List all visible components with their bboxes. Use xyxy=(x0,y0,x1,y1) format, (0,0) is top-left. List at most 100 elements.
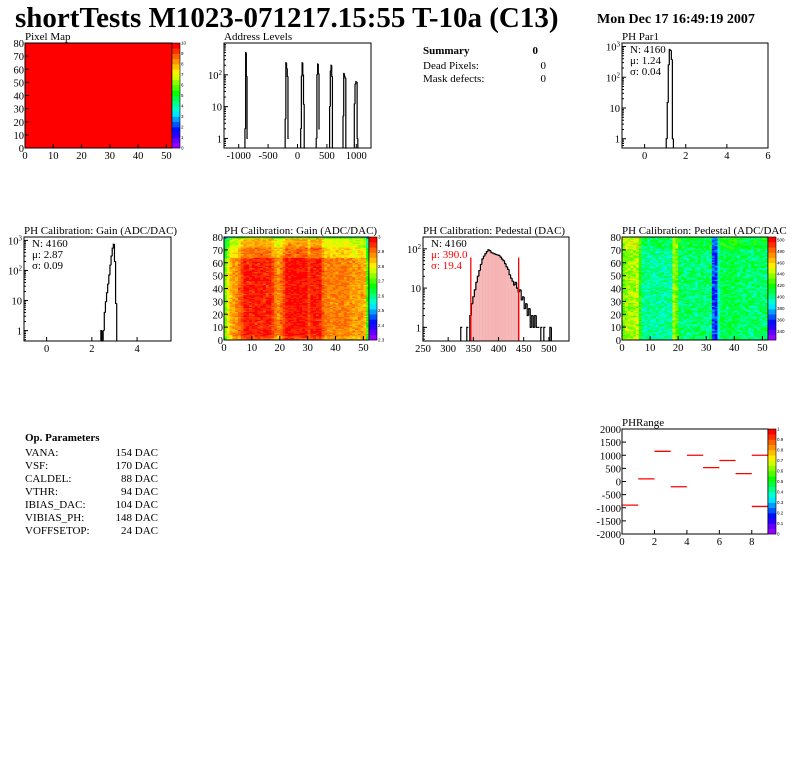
x-tick-label: 2 xyxy=(89,344,94,355)
heatmap-cell xyxy=(235,246,239,248)
heatmap-cell xyxy=(240,296,244,298)
heatmap-cell xyxy=(318,324,322,327)
heatmap-cell xyxy=(624,310,628,312)
heatmap-cell xyxy=(229,329,233,332)
heatmap-cell xyxy=(341,336,345,338)
heatmap-cell xyxy=(341,329,345,332)
heatmap-cell xyxy=(243,318,247,320)
heatmap-cell xyxy=(260,302,264,305)
heatmap-cell xyxy=(243,237,247,239)
heatmap-cell xyxy=(363,318,367,320)
heatmap-cell xyxy=(279,249,283,252)
heatmap-cell xyxy=(279,332,283,334)
heatmap-cell xyxy=(243,307,247,310)
heatmap-cell xyxy=(243,323,247,325)
heatmap-cell xyxy=(624,267,628,270)
heatmap-cell xyxy=(352,329,356,332)
heatmap-cell xyxy=(249,280,253,283)
heatmap-cell xyxy=(324,271,328,274)
heatmap-cell xyxy=(254,267,258,270)
heatmap-cell xyxy=(341,260,345,262)
heatmap-cell xyxy=(263,237,267,239)
heatmap-cell xyxy=(327,334,331,337)
heatmap-cell xyxy=(338,328,342,330)
heatmap-cell xyxy=(360,302,364,305)
heatmap-cell xyxy=(276,282,281,284)
heatmap-cell xyxy=(224,291,228,293)
heatmap-cell xyxy=(366,319,370,321)
heatmap-cell xyxy=(268,242,272,244)
histogram-bin xyxy=(506,266,510,270)
heatmap-cell xyxy=(307,278,311,280)
heatmap-cell xyxy=(251,287,255,289)
heatmap-cell xyxy=(285,255,289,257)
heatmap-cell xyxy=(316,296,320,298)
heatmap-cell xyxy=(288,293,292,296)
heatmap-cell xyxy=(279,284,283,287)
heatmap-cell xyxy=(232,306,236,309)
heatmap-cell xyxy=(226,332,230,334)
heatmap-cell xyxy=(313,269,317,271)
heatmap-cell xyxy=(271,280,275,283)
heatmap-cell xyxy=(251,306,255,309)
y-tick-label: 102 xyxy=(407,243,422,256)
heatmap-cell xyxy=(279,325,283,328)
heatmap-cell xyxy=(630,309,634,311)
heatmap-cell xyxy=(226,292,230,294)
heatmap-cell xyxy=(349,258,353,261)
heatmap-cell xyxy=(276,240,281,243)
heatmap-cell xyxy=(352,253,356,256)
heatmap-cell xyxy=(343,260,347,262)
heatmap-cell xyxy=(235,324,239,327)
heatmap-cell xyxy=(352,275,356,278)
heatmap-cell xyxy=(304,240,308,243)
heatmap-cell xyxy=(249,323,253,325)
op-parameters-panel: Op. Parameters VANA: 154 DAC VSF: 170 DA… xyxy=(25,432,158,537)
heatmap-cell xyxy=(355,320,359,323)
heatmap-cell xyxy=(296,283,300,285)
heatmap-cell xyxy=(260,271,264,274)
heatmap-cell xyxy=(268,240,272,243)
heatmap-cell xyxy=(327,293,331,296)
heatmap-cell xyxy=(304,307,308,310)
heatmap-cell xyxy=(282,312,286,315)
heatmap-cell xyxy=(313,296,317,298)
heatmap-cell xyxy=(327,305,331,307)
heatmap-cell xyxy=(355,276,359,279)
heatmap-cell xyxy=(318,315,322,318)
heatmap-cell xyxy=(268,329,272,332)
heatmap-cell xyxy=(243,316,247,319)
heatmap-cell xyxy=(355,306,359,309)
heatmap-cell xyxy=(235,291,239,293)
heatmap-cell xyxy=(349,316,353,319)
heatmap-cell xyxy=(349,262,353,265)
heatmap-cell xyxy=(235,282,239,284)
heatmap-cell xyxy=(310,305,314,307)
heatmap-cell xyxy=(254,311,258,314)
heatmap-cell xyxy=(226,262,230,265)
heatmap-cell xyxy=(627,262,631,265)
heatmap-cell xyxy=(288,258,292,261)
heatmap-cell xyxy=(332,300,336,302)
heatmap-cell xyxy=(229,240,233,243)
histogram-bin xyxy=(111,247,114,257)
heatmap-cell xyxy=(282,289,286,292)
heatmap-cell xyxy=(622,291,626,293)
heatmap-cell xyxy=(299,238,303,240)
heatmap-cell xyxy=(274,330,278,333)
heatmap-cell xyxy=(627,300,631,302)
heatmap-cell xyxy=(232,269,236,271)
heatmap-cell xyxy=(246,280,250,283)
heatmap-cell xyxy=(265,337,269,340)
heatmap-cell xyxy=(285,293,289,296)
heatmap-cell xyxy=(279,275,283,278)
heatmap-cell xyxy=(630,293,634,296)
heatmap-cell xyxy=(366,248,370,251)
heatmap-cell xyxy=(304,278,308,280)
heatmap-cell xyxy=(293,247,297,249)
heatmap-cell xyxy=(324,303,328,306)
heatmap-cell xyxy=(249,287,253,289)
heatmap-cell xyxy=(321,280,325,283)
summary-panel: Summary 0 Dead Pixels: 0 Mask defects: 0 xyxy=(423,45,547,85)
